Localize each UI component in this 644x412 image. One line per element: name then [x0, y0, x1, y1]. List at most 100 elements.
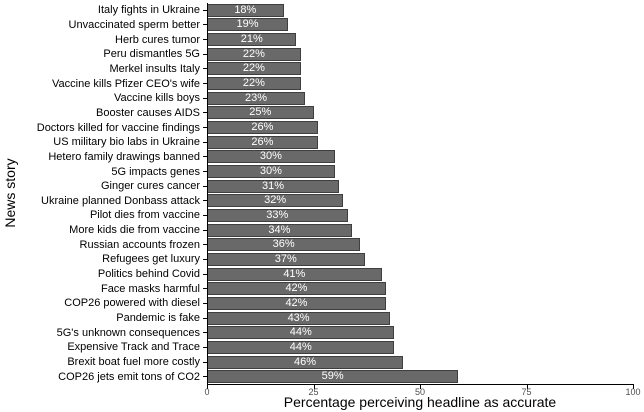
- bar: 42%: [207, 282, 386, 296]
- bar-value-label: 25%: [249, 106, 272, 119]
- category-label: Politics behind Covid: [97, 268, 200, 281]
- category-label: 5G's unknown consequences: [56, 326, 200, 339]
- bar-value-label: 44%: [289, 340, 312, 353]
- bar: 30%: [207, 165, 335, 179]
- category-label: Ukraine planned Donbass attack: [41, 194, 200, 207]
- bar-value-label: 36%: [272, 238, 295, 251]
- bar: 41%: [207, 267, 382, 281]
- bar-value-label: 19%: [236, 18, 259, 31]
- category-label: Vaccine kills boys: [114, 92, 200, 105]
- x-axis-tick: [633, 385, 634, 389]
- bar-value-label: 31%: [262, 179, 285, 192]
- bar-value-label: 59%: [321, 370, 344, 383]
- category-label: Russian accounts frozen: [79, 238, 200, 251]
- y-axis-tick: [203, 376, 207, 378]
- category-label: Italy fights in Ukraine: [97, 4, 200, 17]
- bar-value-label: 26%: [251, 121, 274, 134]
- y-axis-tick: [203, 346, 207, 348]
- bar: 21%: [207, 33, 297, 47]
- bar: 31%: [207, 179, 340, 193]
- bar: 22%: [207, 77, 301, 91]
- y-axis-tick: [203, 83, 207, 85]
- x-tick-label: 50: [414, 387, 426, 397]
- y-axis-line: [207, 3, 208, 385]
- category-label: Booster causes AIDS: [96, 106, 200, 119]
- y-axis-tick: [203, 68, 207, 70]
- category-label: Doctors killed for vaccine findings: [36, 121, 200, 134]
- y-axis-tick: [203, 302, 207, 304]
- x-axis-tick: [526, 385, 528, 389]
- y-axis-tick: [203, 97, 207, 99]
- category-label: Face masks harmful: [100, 282, 200, 295]
- y-axis-tick: [203, 317, 207, 319]
- bar-value-label: 30%: [259, 150, 282, 163]
- category-label: Expensive Track and Trace: [67, 341, 200, 354]
- y-axis-tick: [203, 141, 207, 143]
- bar-value-label: 34%: [268, 223, 291, 236]
- bar: 42%: [207, 296, 386, 310]
- y-axis-tick: [203, 127, 207, 129]
- bar: 22%: [207, 47, 301, 61]
- bar-value-label: 37%: [274, 252, 297, 265]
- category-label: Hetero family drawings banned: [48, 150, 200, 163]
- category-label: Peru dismantles 5G: [103, 48, 200, 61]
- category-label: Unvaccinated sperm better: [68, 18, 200, 31]
- category-label: COP26 jets emit tons of CO2: [58, 370, 200, 383]
- bar: 22%: [207, 62, 301, 76]
- category-label: Refugees get luxury: [102, 253, 200, 266]
- bar-value-label: 26%: [251, 135, 274, 148]
- bar-value-label: 21%: [240, 33, 263, 46]
- y-axis-tick: [203, 244, 207, 246]
- category-label: 5G impacts genes: [111, 165, 200, 178]
- x-axis-tick: [313, 385, 315, 389]
- bar: 19%: [207, 18, 288, 32]
- bar-value-label: 22%: [242, 47, 265, 60]
- x-axis-title: Percentage perceiving headline as accura…: [283, 394, 557, 410]
- bar: 32%: [207, 194, 344, 208]
- bar-value-label: 43%: [287, 311, 310, 324]
- bar: 44%: [207, 340, 395, 354]
- category-label: Ginger cures cancer: [100, 180, 200, 193]
- y-axis-tick: [203, 200, 207, 202]
- category-label: US military bio labs in Ukraine: [53, 136, 200, 149]
- y-axis-tick: [203, 39, 207, 41]
- bar-value-label: 30%: [259, 165, 282, 178]
- category-label: Merkel insults Italy: [109, 62, 200, 75]
- x-tick-label: 75: [521, 387, 532, 397]
- category-label: Herb cures tumor: [115, 33, 200, 46]
- y-axis-tick: [203, 361, 207, 363]
- bar-value-label: 44%: [289, 326, 312, 339]
- bar: 30%: [207, 150, 335, 164]
- bar-value-label: 42%: [285, 282, 308, 295]
- y-axis-tick: [203, 156, 207, 158]
- y-axis-tick: [203, 229, 207, 231]
- bar: 33%: [207, 208, 348, 222]
- y-axis-tick: [203, 53, 207, 55]
- y-axis-tick: [203, 332, 207, 334]
- category-label: Brexit boat fuel more costly: [67, 356, 200, 368]
- y-axis-tick: [203, 185, 207, 187]
- x-axis-line: [207, 384, 634, 385]
- y-axis-tick: [203, 214, 207, 216]
- bar: 46%: [207, 355, 403, 369]
- y-axis-tick: [203, 112, 207, 114]
- bar-value-label: 22%: [242, 62, 265, 75]
- bar-value-label: 22%: [242, 77, 265, 90]
- x-tick-label: 25: [308, 387, 319, 397]
- bar: 44%: [207, 326, 395, 340]
- bar: 43%: [207, 311, 391, 325]
- bar: 36%: [207, 238, 361, 252]
- x-axis-tick: [420, 385, 421, 389]
- x-tick-label: 0: [204, 387, 210, 397]
- category-label: Pilot dies from vaccine: [89, 209, 200, 222]
- bar-value-label: 33%: [266, 208, 289, 221]
- bar: 18%: [207, 3, 284, 17]
- y-axis-tick: [203, 24, 207, 26]
- category-label: More kids die from vaccine: [69, 224, 200, 237]
- bar-value-label: 41%: [283, 267, 306, 280]
- x-axis-tick: [207, 385, 208, 389]
- y-axis-tick: [203, 171, 207, 173]
- category-label: Vaccine kills Pfizer CEO's wife: [52, 77, 200, 90]
- bar-value-label: 32%: [264, 194, 287, 207]
